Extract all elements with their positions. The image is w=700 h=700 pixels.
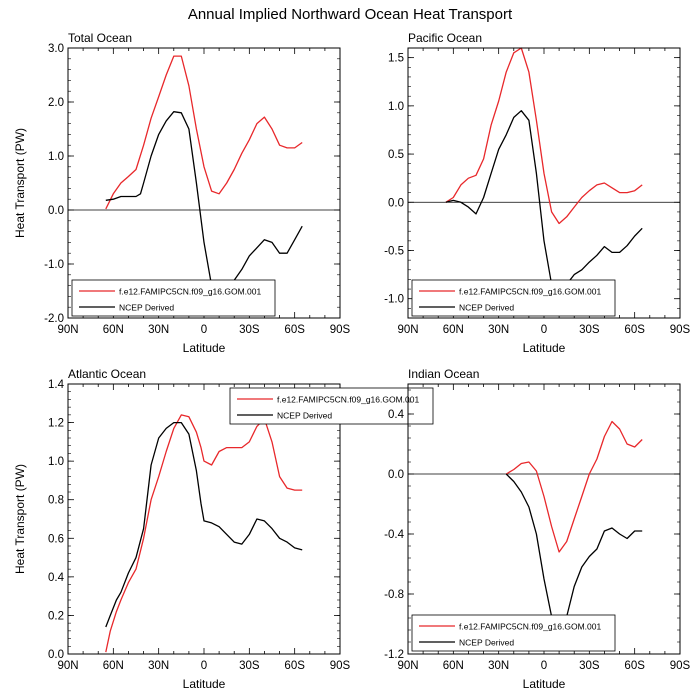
x-tick-label: 0 (541, 660, 547, 672)
y-axis-label: Heat Transport (PW) (13, 464, 27, 574)
x-tick-label: 60N (443, 324, 464, 336)
y-tick-label: 0.8 (48, 495, 64, 507)
legend-label-model: f.e12.FAMIPC5CN.f09_g16.GOM.001 (277, 395, 419, 405)
figure-title: Annual Implied Northward Ocean Heat Tran… (188, 6, 513, 23)
x-axis-label: Latitude (523, 341, 566, 355)
legend-box (71, 279, 276, 317)
plot-frame (67, 383, 341, 655)
legend: f.e12.FAMIPC5CN.f09_g16.GOM.001 NCEP Deri… (411, 614, 616, 652)
x-tick-label: 60S (624, 660, 645, 672)
chart-panel-3: Atlantic Ocean 90N 60N 30N 0 30S 60S 90S 0.0 0.2 0… (13, 367, 434, 691)
x-tick-label: 0 (201, 324, 207, 336)
x-axis-label: Latitude (183, 677, 226, 691)
x-tick-label: 60S (624, 324, 645, 336)
y-tick-label: 1.5 (388, 53, 404, 65)
x-tick-label: 90N (397, 324, 418, 336)
x-tick-label: 90S (670, 660, 691, 672)
y-tick-label: 1.0 (48, 151, 64, 163)
chart-panel-4: Indian Ocean 90N 60N 30N 0 30S 60S 90S -1.2 -0.8 -… (384, 367, 690, 691)
legend-label-ncep: NCEP Derived (119, 303, 174, 313)
y-tick-label: 3.0 (48, 43, 64, 55)
legend-label-model: f.e12.FAMIPC5CN.f09_g16.GOM.001 (459, 287, 601, 297)
x-tick-label: 0 (541, 324, 547, 336)
x-tick-label: 30N (488, 660, 509, 672)
plot-frame (407, 383, 681, 655)
legend-label-ncep: NCEP Derived (277, 411, 332, 421)
x-tick-label: 90N (57, 324, 78, 336)
y-tick-label: 0.6 (48, 533, 64, 545)
legend-label-ncep: NCEP Derived (459, 638, 514, 648)
legend: f.e12.FAMIPC5CN.f09_g16.GOM.001 NCEP Deri… (229, 387, 434, 425)
plot-frame (407, 47, 681, 319)
series-line-ncep (505, 473, 643, 633)
series-line-ncep (105, 111, 303, 303)
y-tick-label: 0.0 (388, 469, 404, 481)
y-tick-label: 1.2 (48, 418, 64, 430)
x-tick-label: 30S (579, 324, 600, 336)
x-tick-label: 90N (397, 660, 418, 672)
y-tick-label: -1.0 (384, 294, 404, 306)
x-tick-label: 60N (103, 660, 124, 672)
series-line-model (445, 47, 643, 225)
x-axis-label: Latitude (523, 677, 566, 691)
series-line-model (105, 55, 303, 210)
y-tick-label: 0.2 (48, 610, 64, 622)
x-tick-label: 90S (670, 324, 691, 336)
panels: Total Ocean 90N 60N 30N 0 30S 60S 90S -2.0 -1.0 0.… (13, 31, 691, 691)
x-tick-label: 60N (443, 660, 464, 672)
x-tick-label: 90S (330, 660, 351, 672)
y-tick-label: 1.0 (48, 456, 64, 468)
y-tick-label: -2.0 (44, 313, 64, 325)
series-line-ncep (445, 110, 643, 292)
y-tick-label: 2.0 (48, 97, 64, 109)
y-tick-label: -1.2 (384, 649, 404, 661)
legend-label-ncep: NCEP Derived (459, 303, 514, 313)
y-tick-label: 1.4 (48, 379, 65, 391)
y-tick-label: 0.4 (388, 409, 405, 421)
panel-title: Atlantic Ocean (68, 367, 146, 381)
x-tick-label: 90S (330, 324, 351, 336)
plot-frame (67, 47, 341, 319)
series-line-model (105, 414, 303, 653)
panel-title: Pacific Ocean (408, 31, 482, 45)
x-tick-label: 60S (284, 660, 305, 672)
x-tick-label: 30S (579, 660, 600, 672)
panel-title: Total Ocean (68, 31, 132, 45)
legend-label-model: f.e12.FAMIPC5CN.f09_g16.GOM.001 (119, 287, 261, 297)
y-tick-label: 0.0 (48, 205, 64, 217)
y-tick-label: 0.4 (48, 572, 65, 584)
series-line-ncep (105, 421, 303, 628)
series-line-model (505, 420, 643, 553)
x-tick-label: 60N (103, 324, 124, 336)
y-tick-label: -0.8 (384, 589, 404, 601)
x-tick-label: 60S (284, 324, 305, 336)
x-tick-label: 30N (488, 324, 509, 336)
x-tick-label: 30S (239, 324, 260, 336)
y-tick-label: -1.0 (44, 259, 64, 271)
x-tick-label: 30N (148, 324, 169, 336)
chart-panel-1: Total Ocean 90N 60N 30N 0 30S 60S 90S -2.0 -1.0 0.… (13, 31, 351, 355)
y-tick-label: -0.5 (384, 246, 404, 258)
x-tick-label: 30N (148, 660, 169, 672)
y-tick-label: 1.0 (388, 101, 404, 113)
panel-title: Indian Ocean (408, 367, 479, 381)
y-axis-label: Heat Transport (PW) (13, 128, 27, 238)
y-tick-label: 0.0 (388, 197, 404, 209)
legend-box (411, 279, 616, 317)
x-tick-label: 30S (239, 660, 260, 672)
legend-label-model: f.e12.FAMIPC5CN.f09_g16.GOM.001 (459, 622, 601, 632)
y-tick-label: 0.0 (48, 649, 64, 661)
y-tick-label: -0.4 (384, 529, 404, 541)
y-tick-label: 0.5 (388, 149, 404, 161)
legend: f.e12.FAMIPC5CN.f09_g16.GOM.001 NCEP Deri… (71, 279, 276, 317)
chart-panel-2: Pacific Ocean 90N 60N 30N 0 30S 60S 90S -1.0 -0.5… (384, 31, 690, 355)
x-axis-label: Latitude (183, 341, 226, 355)
legend-box (411, 614, 616, 652)
x-tick-label: 90N (57, 660, 78, 672)
legend-box (229, 387, 434, 425)
legend: f.e12.FAMIPC5CN.f09_g16.GOM.001 NCEP Deri… (411, 279, 616, 317)
x-tick-label: 0 (201, 660, 207, 672)
